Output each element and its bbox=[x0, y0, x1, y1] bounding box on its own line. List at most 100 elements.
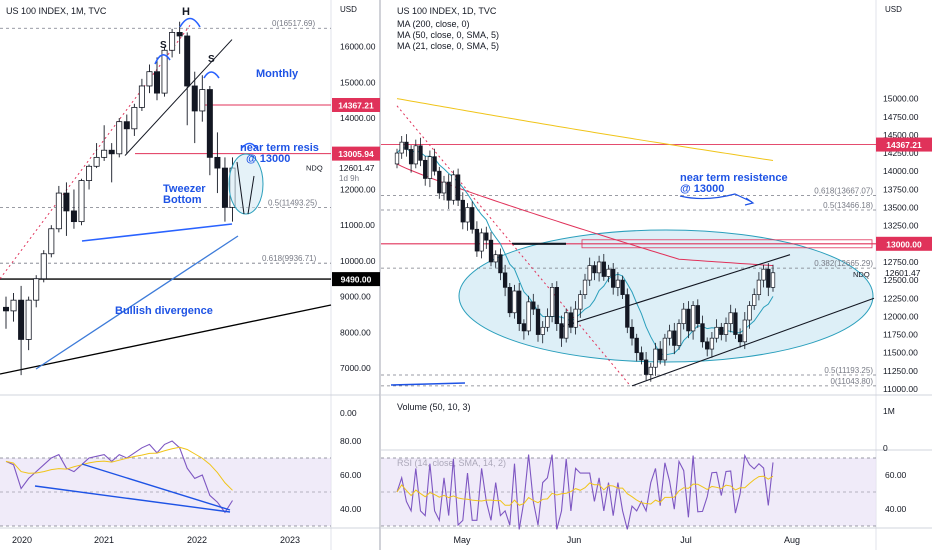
right-y-tick-label: 12750.00 bbox=[883, 257, 919, 267]
right-candle-up bbox=[681, 308, 686, 325]
right-candle-down bbox=[470, 207, 475, 230]
left-price-tag-support: 9490.00 bbox=[341, 275, 372, 285]
left-candle-up bbox=[116, 121, 123, 155]
left-candle-up bbox=[25, 299, 32, 340]
right-candle-down bbox=[404, 141, 409, 150]
right-candle-up bbox=[662, 337, 668, 361]
right-candle-down bbox=[517, 290, 522, 325]
left-y-tick-label: 8000.00 bbox=[340, 327, 371, 337]
right-fib-label: 0.382(12665.29) bbox=[814, 259, 873, 268]
right-volume-label: Volume (50, 10, 3) bbox=[397, 402, 471, 412]
right-price-tag-high-bg bbox=[876, 137, 932, 152]
right-candle-down bbox=[686, 308, 691, 332]
right-x-tick: Jun bbox=[567, 535, 582, 545]
right-channel-top bbox=[559, 254, 791, 328]
left-shoulder-label-2: S bbox=[208, 54, 215, 65]
left-price-tag-high-bg bbox=[332, 97, 380, 112]
right-candle-down bbox=[498, 254, 503, 274]
right-candle-down bbox=[474, 228, 480, 252]
right-candle-up bbox=[676, 323, 682, 346]
right-candle-down bbox=[507, 287, 512, 314]
right-candle-down bbox=[568, 312, 574, 328]
right-candle-up bbox=[723, 323, 729, 335]
right-candle-down bbox=[601, 261, 606, 277]
left-y-tick-label: 10000.00 bbox=[340, 256, 376, 266]
left-candle-down bbox=[63, 192, 70, 212]
left-shoulder-arc-2 bbox=[203, 71, 220, 79]
right-candle-down bbox=[639, 352, 644, 361]
left-y-tick-label: 12000.00 bbox=[340, 185, 376, 195]
right-candle-down bbox=[625, 294, 630, 328]
right-x-tick: Aug bbox=[784, 535, 800, 545]
right-candle-down bbox=[418, 145, 423, 161]
right-candle-down bbox=[611, 268, 616, 288]
left-candle-up bbox=[33, 278, 40, 301]
right-chart-title: US 100 INDEX, 1D, TVC bbox=[397, 6, 497, 16]
left-price-tag-support-bg bbox=[332, 272, 380, 287]
right-candle-down bbox=[521, 323, 527, 332]
right-candle-up bbox=[540, 326, 545, 335]
right-candle-down bbox=[719, 326, 724, 335]
right-candle-down bbox=[437, 170, 442, 194]
right-candle-up bbox=[667, 330, 672, 339]
right-candle-up bbox=[615, 279, 621, 288]
left-rsi-tick: 0.00 bbox=[340, 408, 357, 418]
left-bullish-label: Bullish divergence bbox=[115, 305, 213, 317]
left-x-tick: 2021 bbox=[94, 535, 114, 545]
left-monthly-chart: US 100 INDEX, 1M, TVC USD 16000.00 15000.00… bbox=[0, 0, 381, 550]
right-candle-up bbox=[394, 152, 400, 165]
right-rsi-ma bbox=[396, 475, 774, 506]
left-candle-down bbox=[123, 121, 130, 130]
right-candle-down bbox=[672, 330, 677, 346]
right-rsi-line bbox=[396, 453, 774, 530]
right-candle-down bbox=[700, 323, 705, 343]
left-candle-down bbox=[70, 210, 77, 223]
right-candle-down bbox=[502, 272, 508, 288]
left-candle-up bbox=[93, 156, 100, 167]
right-candle-up bbox=[526, 301, 531, 332]
right-y-tick-label: 13250.00 bbox=[883, 221, 919, 231]
left-y-tick-label: 11000.00 bbox=[340, 220, 375, 230]
right-near-term-label: near term resistence bbox=[680, 172, 788, 184]
right-y-tick-label: 14250.00 bbox=[883, 148, 919, 158]
right-candle-down bbox=[705, 341, 710, 350]
left-resistance-arc bbox=[241, 142, 259, 151]
right-candle-up bbox=[714, 326, 719, 339]
left-support-line bbox=[81, 223, 233, 242]
left-currency-label: USD bbox=[340, 5, 357, 14]
left-fib-label: 0.618(9936.71) bbox=[262, 254, 317, 263]
left-candle-up bbox=[161, 49, 168, 94]
left-rsi-line bbox=[5, 440, 233, 514]
right-symbol-label: NDQ bbox=[853, 270, 870, 279]
right-x-tick: May bbox=[453, 535, 471, 545]
left-candle-up bbox=[199, 89, 206, 112]
right-price-tag-level: 13000.00 bbox=[886, 239, 922, 249]
right-candle-up bbox=[451, 174, 456, 201]
right-candle-up bbox=[606, 268, 611, 277]
right-y-tick-label: 12500.00 bbox=[883, 275, 919, 285]
right-price-tag-high: 14367.21 bbox=[886, 140, 922, 150]
left-x-tick: 2023 bbox=[280, 535, 300, 545]
left-candle-up bbox=[48, 228, 55, 255]
right-candle-down bbox=[620, 279, 625, 295]
right-channel-bottom bbox=[631, 297, 875, 387]
right-candle-down bbox=[460, 199, 465, 223]
right-candle-down bbox=[488, 239, 494, 263]
right-y-tick-label: 14500.00 bbox=[883, 130, 919, 140]
right-volume-tick: 1M bbox=[883, 406, 895, 416]
right-ma-200 bbox=[396, 98, 774, 162]
left-candle-down bbox=[108, 149, 115, 155]
right-candle-down bbox=[634, 337, 639, 354]
right-candle-down bbox=[733, 312, 738, 335]
left-near-term-label-2: @ 13000 bbox=[246, 153, 290, 165]
right-candle-up bbox=[761, 268, 766, 281]
right-candle-up bbox=[441, 181, 447, 194]
left-tweezer-label: Tweezer bbox=[163, 183, 206, 195]
left-neckline bbox=[124, 39, 233, 156]
right-blue-mark bbox=[390, 382, 466, 386]
right-candle-up bbox=[728, 312, 733, 325]
right-candle-up bbox=[770, 272, 776, 288]
left-shoulder-arc bbox=[154, 54, 171, 65]
right-arrow-head bbox=[744, 197, 755, 206]
